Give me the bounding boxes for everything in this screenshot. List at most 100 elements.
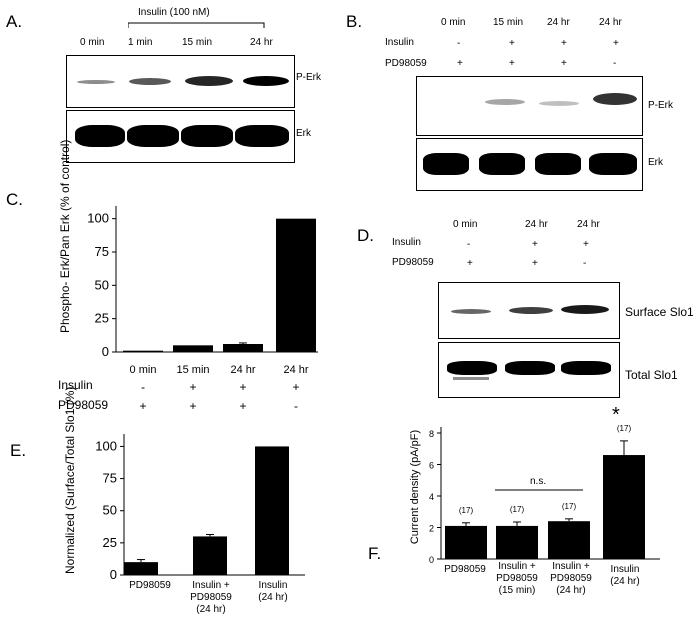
panel-c-insulin-mark-3: + bbox=[239, 380, 247, 394]
y-tick-label-3: 6 bbox=[429, 461, 434, 471]
panel-d-insulin-label: Insulin bbox=[392, 237, 421, 248]
panel-e-label: E. bbox=[10, 441, 27, 460]
panel-a-erk-label: Erk bbox=[296, 128, 311, 139]
panel-e-xlabel-1: PD98059 bbox=[129, 580, 171, 591]
panel-d-label: D. bbox=[357, 226, 374, 245]
panel-b-pd-mark-3: + bbox=[561, 58, 567, 69]
panel-f-xlabel-1: PD98059 bbox=[444, 564, 486, 575]
y-tick-label-2: 50 bbox=[103, 503, 117, 518]
y-tick-label-4: 100 bbox=[95, 438, 117, 453]
panel-c-insulin-label: Insulin bbox=[58, 378, 93, 392]
y-tick-label-2: 50 bbox=[95, 277, 109, 292]
panel-c-pd-mark-3: + bbox=[239, 399, 247, 413]
panel-c-label: C. bbox=[6, 190, 23, 209]
panel-b-insulin-label: Insulin bbox=[385, 37, 414, 48]
panel-b-lane-3: 24 hr bbox=[547, 17, 570, 28]
y-tick-label-3: 75 bbox=[103, 471, 117, 486]
panel-f-xlabel-4: Insulin (24 hr) bbox=[610, 564, 640, 587]
panel-a-label: A. bbox=[6, 12, 23, 31]
panel-b-erk-blot bbox=[416, 138, 643, 191]
panel-b-lane-4: 24 hr bbox=[599, 17, 622, 28]
panel-c-insulin-mark-1: - bbox=[141, 380, 145, 394]
panel-d-pd-mark-2: + bbox=[532, 258, 538, 269]
panel-d-insulin-mark-1: - bbox=[467, 239, 471, 250]
panel-d-surface-blot bbox=[438, 282, 620, 339]
bar-1 bbox=[124, 562, 158, 575]
panel-b-pd-mark-1: + bbox=[457, 58, 463, 69]
bar-3 bbox=[223, 344, 263, 352]
y-tick-label-0: 0 bbox=[429, 555, 434, 565]
x-tick-label-1: 0 min bbox=[130, 364, 157, 376]
y-tick-label-3: 75 bbox=[95, 244, 109, 259]
bar-2 bbox=[496, 525, 538, 559]
panel-a-bracket bbox=[128, 22, 265, 28]
panel-f-significance-star: * bbox=[612, 404, 620, 426]
y-tick-label-4: 100 bbox=[87, 211, 109, 226]
panel-b-pd-mark-4: - bbox=[613, 58, 617, 69]
panel-b-perk-blot bbox=[416, 76, 643, 136]
panel-a-erk-blot bbox=[66, 110, 295, 163]
panel-d-pd-label: PD98059 bbox=[392, 257, 434, 268]
n-label-3: (17) bbox=[562, 502, 577, 511]
panel-d-lane-2: 24 hr bbox=[525, 219, 548, 230]
panel-b-lane-2: 15 min bbox=[493, 17, 524, 28]
n-label-1: (17) bbox=[459, 506, 474, 515]
panel-d-insulin-mark-3: + bbox=[583, 239, 589, 250]
panel-a-lane-1: 0 min bbox=[80, 37, 105, 48]
y-tick-label-1: 25 bbox=[103, 535, 117, 550]
panel-b-insulin-mark-1: - bbox=[457, 38, 461, 49]
panel-e-xlabel-2: Insulin + PD98059 (24 hr) bbox=[190, 580, 232, 615]
panel-c-pd-mark-2: + bbox=[189, 399, 197, 413]
y-tick-label-1: 25 bbox=[95, 311, 109, 326]
panel-c-insulin-mark-4: + bbox=[292, 380, 300, 394]
bar-4 bbox=[603, 455, 645, 559]
panel-b-insulin-mark-4: + bbox=[613, 38, 619, 49]
panel-a-lane-2: 1 min bbox=[128, 37, 153, 48]
panel-b-label: B. bbox=[346, 12, 363, 31]
bar-3 bbox=[548, 521, 590, 559]
panel-a-perk-blot bbox=[66, 55, 295, 108]
panel-d-lane-3: 24 hr bbox=[577, 219, 600, 230]
panel-d-pd-mark-1: + bbox=[467, 258, 473, 269]
panel-f-xlabel-2: Insulin + PD98059 (15 min) bbox=[496, 561, 538, 596]
bar-3 bbox=[255, 446, 289, 575]
panel-c-pd-label: PD98059 bbox=[58, 398, 109, 412]
panel-d-insulin-mark-2: + bbox=[532, 239, 538, 250]
panel-b-erk-label: Erk bbox=[648, 157, 663, 168]
panel-d-surface-label: Surface Slo1 bbox=[625, 305, 694, 319]
panel-a-treatment: Insulin (100 nM) bbox=[138, 7, 210, 18]
y-tick-label-0: 0 bbox=[102, 344, 109, 359]
panel-b-perk-label: P-Erk bbox=[648, 100, 673, 111]
panel-e-xlabel-3: Insulin (24 hr) bbox=[258, 580, 288, 603]
panel-f-ns-line bbox=[495, 489, 583, 491]
panel-d-total-label: Total Slo1 bbox=[625, 368, 678, 382]
panel-c-pd-mark-1: + bbox=[139, 399, 147, 413]
panel-d-total-blot bbox=[438, 342, 620, 398]
bar-1 bbox=[123, 350, 163, 352]
panel-f-xlabel-3: Insulin + PD98059 (24 hr) bbox=[550, 561, 592, 596]
bar-2 bbox=[193, 536, 227, 575]
x-tick-label-2: 15 min bbox=[176, 364, 209, 376]
panel-b-lane-1: 0 min bbox=[441, 17, 466, 28]
n-label-2: (17) bbox=[510, 505, 525, 514]
panel-f-ns-label: n.s. bbox=[530, 476, 547, 487]
panel-c-insulin-mark-2: + bbox=[189, 380, 197, 394]
panel-f-label: F. bbox=[368, 544, 382, 563]
y-tick-label-2: 4 bbox=[429, 492, 434, 502]
panel-d-pd-mark-3: - bbox=[583, 258, 587, 269]
panel-b-insulin-mark-2: + bbox=[509, 38, 515, 49]
bar-4 bbox=[276, 218, 316, 352]
y-tick-label-4: 8 bbox=[429, 429, 434, 439]
bar-1 bbox=[445, 525, 487, 559]
y-tick-label-0: 0 bbox=[110, 567, 117, 582]
x-tick-label-3: 24 hr bbox=[230, 364, 255, 376]
panel-c-pd-mark-4: - bbox=[294, 399, 298, 413]
panel-a-perk-label: P-Erk bbox=[296, 72, 321, 83]
y-tick-label-1: 2 bbox=[429, 524, 434, 534]
x-tick-label-4: 24 hr bbox=[283, 364, 308, 376]
panel-b-insulin-mark-3: + bbox=[561, 38, 567, 49]
panel-b-pd-mark-2: + bbox=[509, 58, 515, 69]
